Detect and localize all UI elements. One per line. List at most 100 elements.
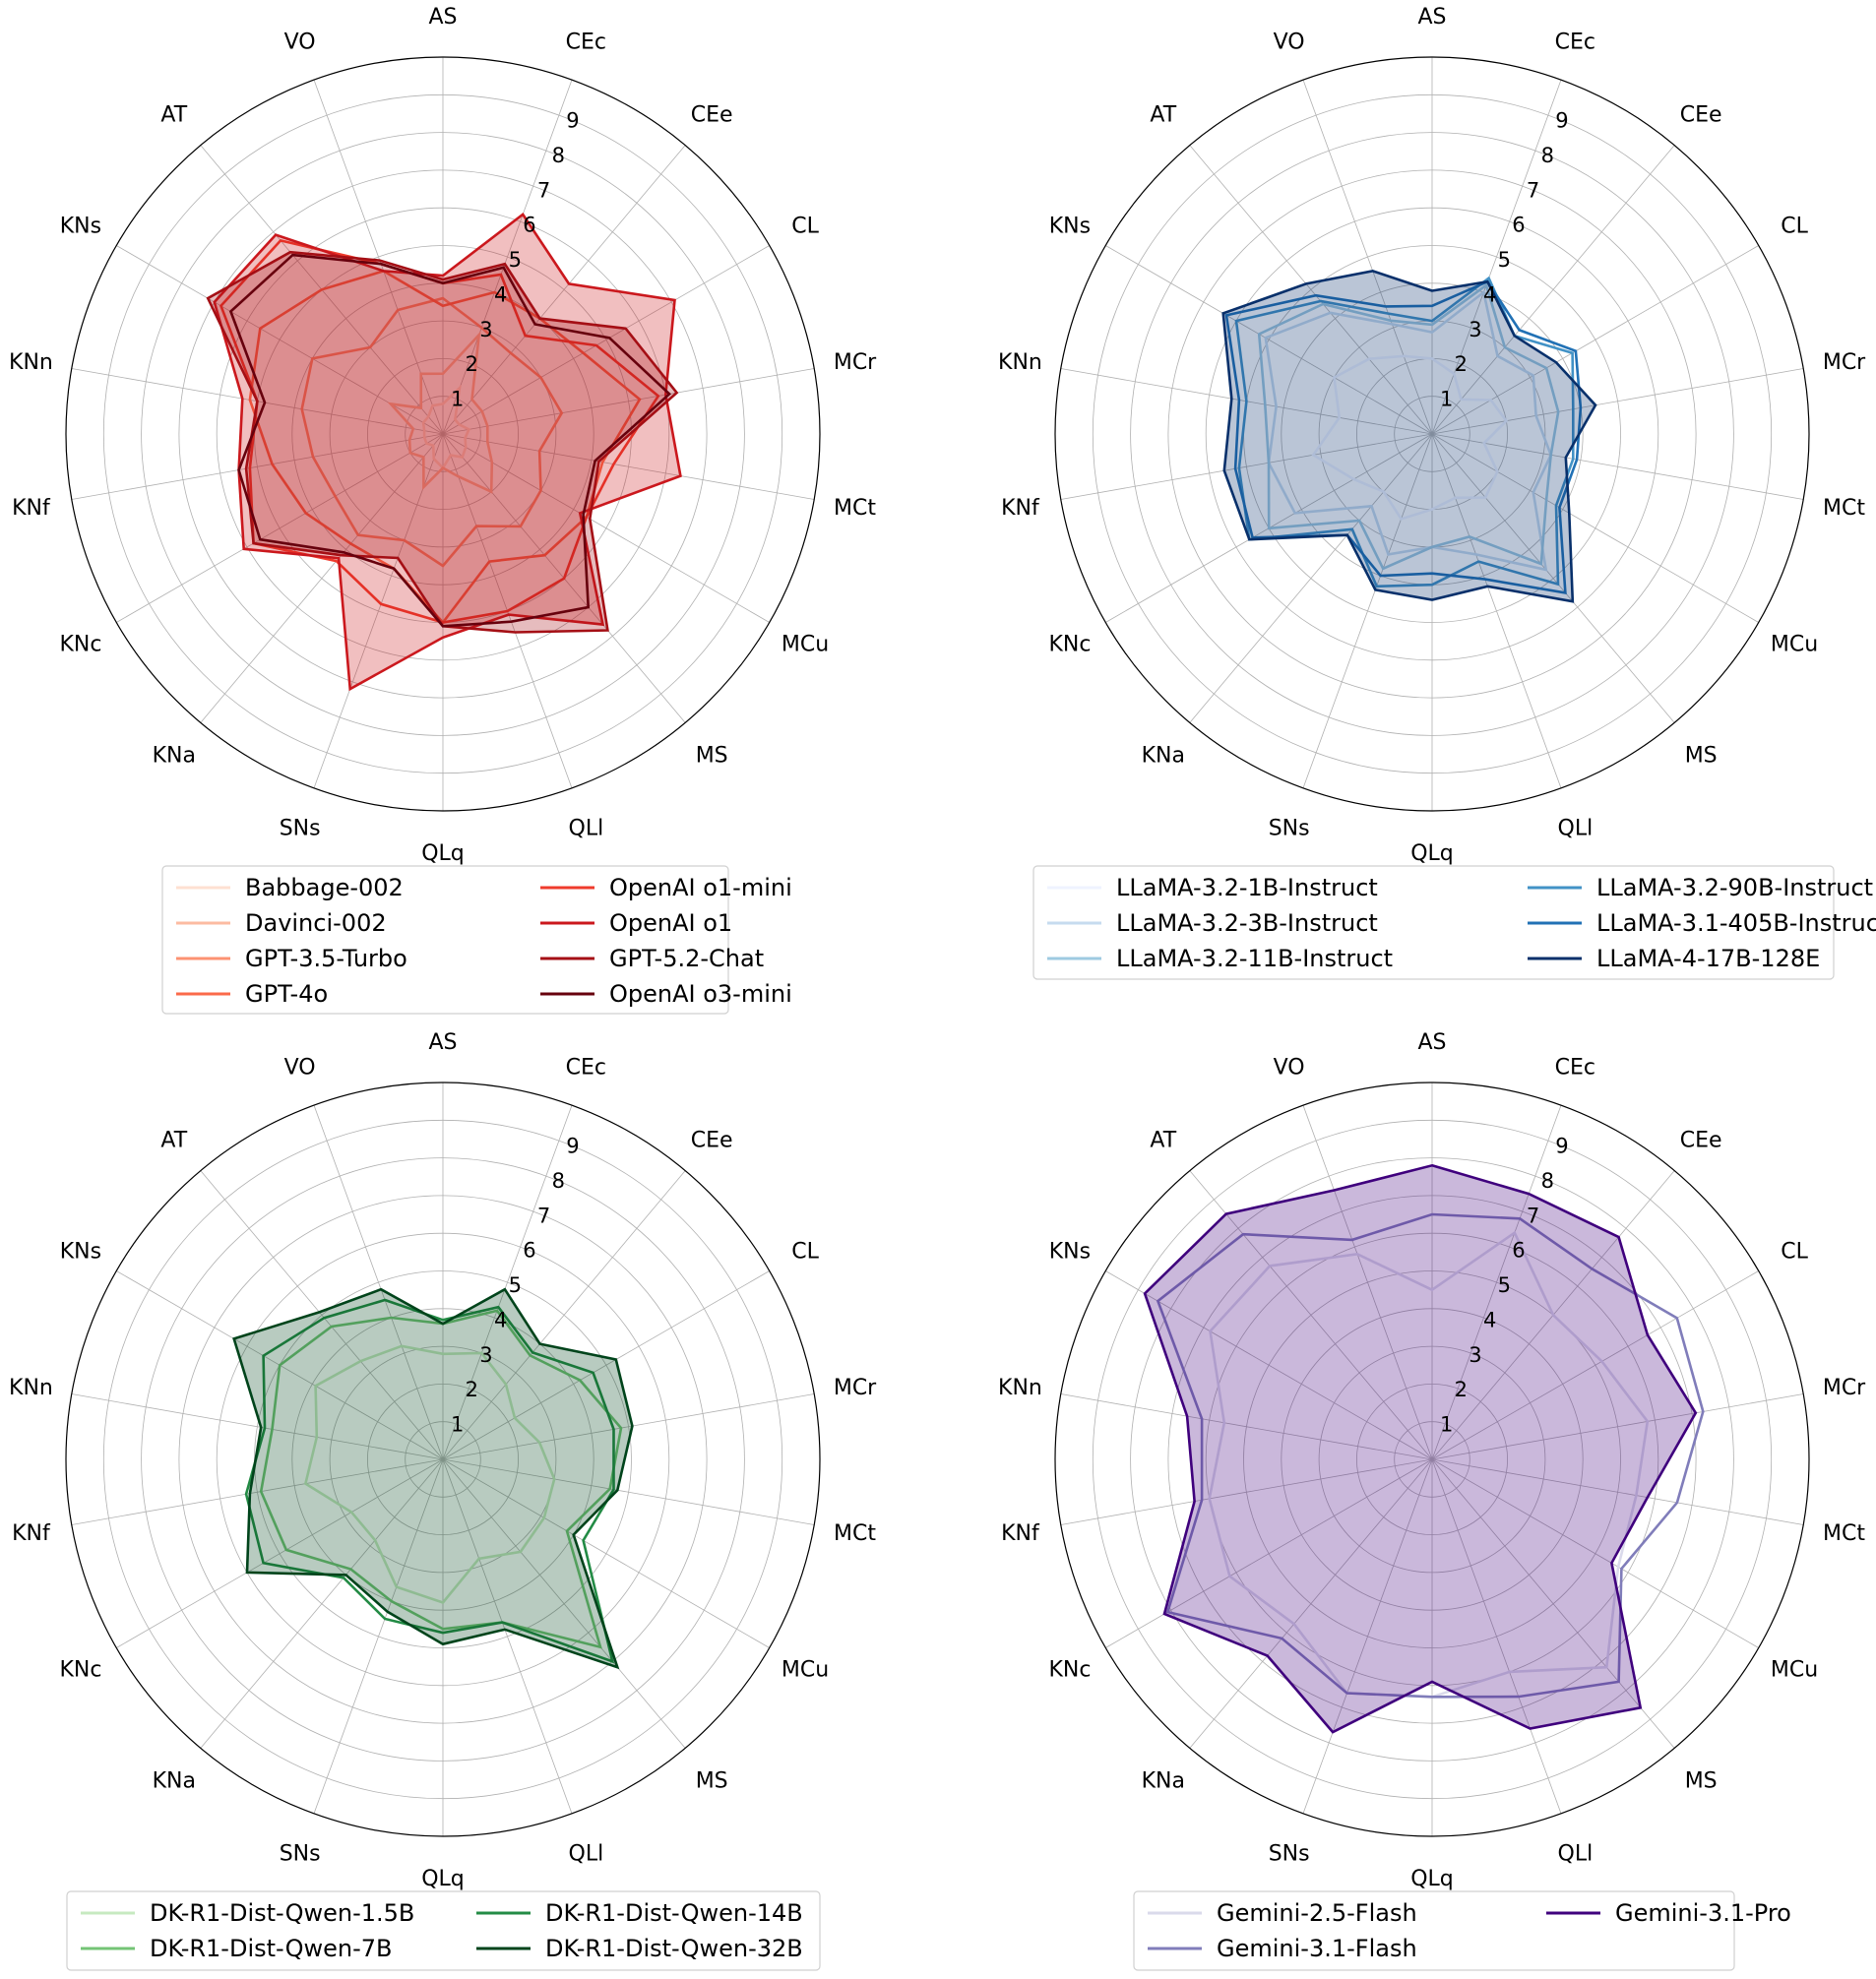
axis-label: CEe — [1680, 102, 1722, 127]
grid-spoke — [200, 1458, 444, 1749]
series-llama-3-1-405b-instruct — [1224, 279, 1583, 594]
grid-spoke — [442, 245, 770, 435]
grid-spoke — [1302, 1104, 1433, 1460]
radial-tick-label: 2 — [1455, 1378, 1468, 1401]
radial-tick-label: 9 — [566, 109, 579, 133]
polar-frame — [1054, 56, 1810, 812]
grid-spoke — [1431, 1393, 1804, 1460]
radial-tick-label: 5 — [509, 248, 522, 272]
radial-tick-label: 5 — [1498, 248, 1511, 272]
legend-label: DK-R1-Dist-Qwen-14B — [545, 1899, 803, 1927]
grid-spoke — [313, 1104, 444, 1460]
axis-label: CL — [791, 1240, 819, 1265]
grid-spoke — [1431, 145, 1675, 435]
grid-spoke — [1431, 1270, 1759, 1460]
grid-spoke — [200, 433, 444, 723]
polar-frame — [65, 56, 821, 812]
grid-spoke — [442, 1458, 770, 1648]
axis-label: KNs — [1049, 215, 1091, 239]
series-openai-o1 — [213, 213, 682, 692]
grid-spoke — [1060, 1393, 1433, 1460]
series-davinci-002 — [387, 331, 494, 494]
grid-spoke — [1105, 1458, 1433, 1648]
legend-label: GPT-3.5-Turbo — [245, 945, 407, 972]
axis-label: VO — [284, 31, 316, 55]
radial-tick-label: 3 — [479, 1343, 492, 1367]
axis-label: QLq — [1410, 841, 1454, 866]
legend-label: OpenAI o1 — [609, 909, 732, 937]
series-llama-4-17b-128e — [1221, 270, 1597, 603]
legend-label: LLaMA-3.1-405B-Instruct — [1596, 909, 1876, 937]
axis-label: MCr — [834, 1376, 877, 1400]
axis-label: KNn — [998, 350, 1042, 375]
radial-tick-label: 5 — [509, 1273, 522, 1297]
series-llama-3-2-1b-instruct — [1311, 354, 1509, 521]
axis-label: QLl — [569, 1841, 604, 1866]
axis-label: KNc — [59, 633, 101, 657]
axis-label: MCr — [1823, 1376, 1866, 1400]
legend-label: LLaMA-3.2-11B-Instruct — [1116, 945, 1393, 972]
grid-spoke — [1431, 433, 1759, 623]
grid-spoke — [1431, 1458, 1804, 1525]
axis-label: CEc — [1555, 1056, 1595, 1081]
legend: DK-R1-Dist-Qwen-1.5B DK-R1-Dist-Qwen-7B DK… — [66, 1890, 821, 1971]
axis-label: CEc — [1555, 31, 1595, 55]
axis-label: MS — [696, 744, 728, 769]
axis-label: KNn — [9, 350, 53, 375]
axis-label: MS — [1685, 744, 1718, 769]
series-dk-r1-dist-qwen-14b — [244, 1298, 615, 1664]
radial-tick-label: 8 — [1541, 1169, 1554, 1193]
legend-label: GPT-5.2-Chat — [609, 945, 764, 972]
radial-tick-label: 1 — [451, 1413, 464, 1437]
legend-label: Gemini-3.1-Pro — [1615, 1899, 1791, 1927]
radial-tick-label: 7 — [537, 1204, 550, 1227]
grid-spoke — [442, 1104, 573, 1460]
radial-tick-label: 8 — [1541, 144, 1554, 167]
radial-tick-label: 2 — [466, 1378, 478, 1401]
polar-frame — [65, 1082, 821, 1837]
axis-label: MCt — [1823, 496, 1865, 521]
radial-tick-label: 6 — [523, 1239, 535, 1263]
axis-label: QLl — [1558, 1841, 1594, 1866]
grid-spoke — [1189, 1458, 1433, 1749]
grid-spoke — [442, 433, 815, 500]
legend-label: LLaMA-4-17B-128E — [1596, 945, 1820, 972]
radial-tick-label: 4 — [494, 282, 507, 306]
grid-spoke — [1189, 433, 1433, 723]
radial-tick-label: 7 — [1527, 1204, 1539, 1227]
axis-label: VO — [284, 1056, 316, 1081]
axis-label: QLl — [1558, 816, 1594, 840]
radial-tick-label: 9 — [1555, 1135, 1568, 1158]
series-openai-o3-mini — [228, 253, 672, 628]
series-llama-3-2-11b-instruct — [1257, 282, 1560, 571]
legend-label: Gemini-3.1-Flash — [1217, 1935, 1417, 1962]
axis-label: AT — [1150, 102, 1176, 127]
axis-label: KNf — [1001, 1521, 1040, 1546]
grid-spoke — [442, 1458, 815, 1525]
radial-tick-label: 2 — [466, 352, 478, 376]
grid-spoke — [1431, 1104, 1562, 1460]
axis-label: KNa — [1142, 744, 1185, 769]
axis-label: CL — [1781, 215, 1808, 239]
legend-label: LLaMA-3.2-90B-Instruct — [1596, 874, 1873, 901]
legend: LLaMA-3.2-1B-Instruct LLaMA-3.2-3B-Instru… — [1032, 865, 1876, 980]
axis-label: QLl — [569, 816, 604, 840]
grid-spoke — [442, 79, 573, 435]
axis-label: CEe — [1680, 1128, 1722, 1152]
axis-label: KNf — [12, 496, 51, 521]
polar-frame — [1054, 1082, 1810, 1837]
axis-label: SNs — [280, 1841, 321, 1866]
axis-label: KNa — [153, 744, 196, 769]
axis-label: CEc — [566, 1056, 606, 1081]
legend-label: OpenAI o1-mini — [609, 874, 792, 901]
axis-label: VO — [1274, 31, 1305, 55]
axis-label: KNf — [1001, 496, 1040, 521]
grid-spoke — [1431, 1458, 1562, 1815]
grid-spoke — [1302, 79, 1433, 435]
series-gemini-3-1-pro — [1143, 1163, 1698, 1734]
radial-tick-label: 4 — [1483, 1308, 1496, 1331]
grid-spoke — [313, 433, 444, 789]
